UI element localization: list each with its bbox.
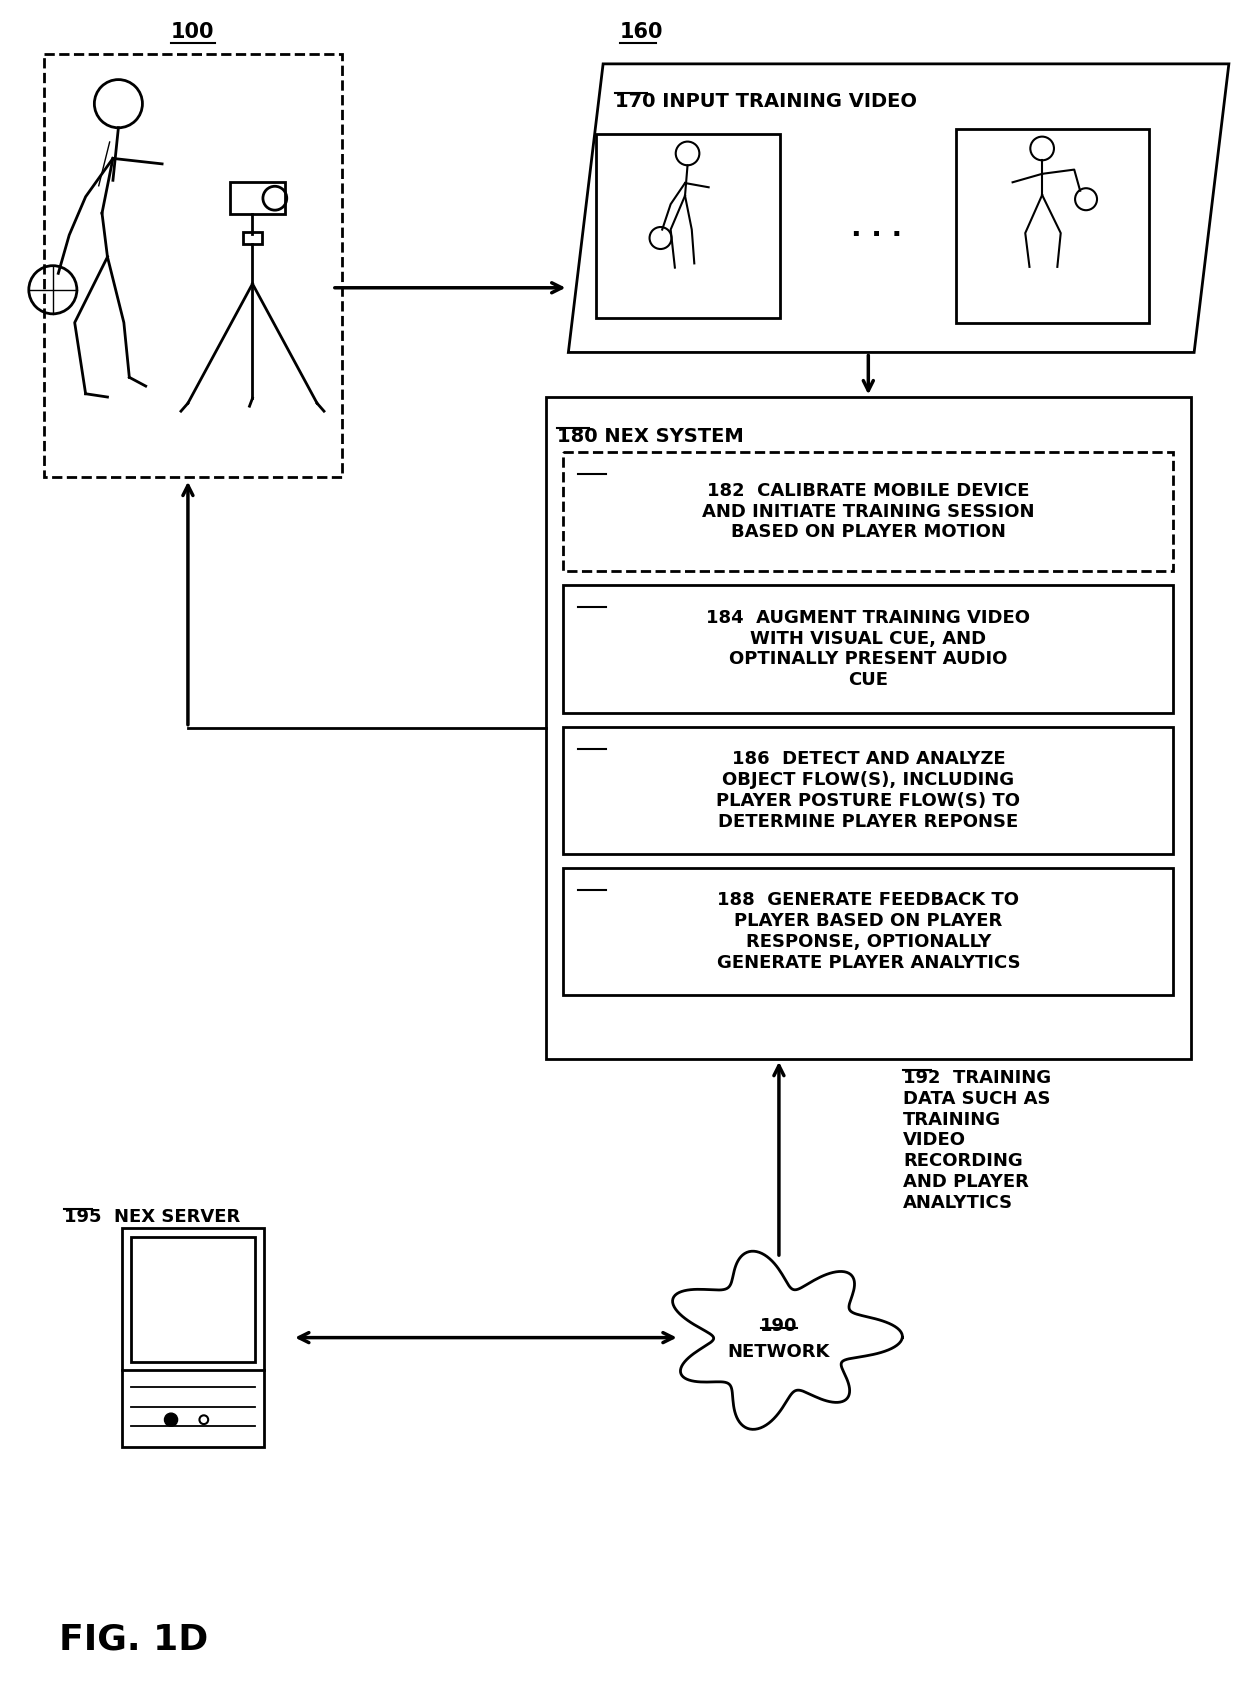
Polygon shape — [672, 1251, 903, 1430]
Bar — [563, 452, 1173, 571]
Bar — [122, 1229, 264, 1447]
Text: 184  AUGMENT TRAINING VIDEO
WITH VISUAL CUE, AND
OPTINALLY PRESENT AUDIO
CUE: 184 AUGMENT TRAINING VIDEO WITH VISUAL C… — [707, 608, 1030, 688]
Circle shape — [165, 1413, 177, 1426]
Text: 190: 190 — [760, 1317, 797, 1334]
Bar — [243, 232, 263, 244]
Text: 188  GENERATE FEEDBACK TO
PLAYER BASED ON PLAYER
RESPONSE, OPTIONALLY
GENERATE P: 188 GENERATE FEEDBACK TO PLAYER BASED ON… — [717, 891, 1021, 971]
Bar — [563, 584, 1173, 712]
Polygon shape — [568, 63, 1229, 353]
Text: . . .: . . . — [851, 215, 901, 242]
Text: FIG. 1D: FIG. 1D — [58, 1622, 208, 1656]
Bar — [596, 133, 780, 317]
Text: 195  NEX SERVER: 195 NEX SERVER — [63, 1208, 241, 1227]
Text: 186  DETECT AND ANALYZE
OBJECT FLOW(S), INCLUDING
PLAYER POSTURE FLOW(S) TO
DETE: 186 DETECT AND ANALYZE OBJECT FLOW(S), I… — [717, 750, 1021, 830]
Bar — [231, 182, 285, 215]
Text: 100: 100 — [171, 22, 215, 43]
Bar — [563, 867, 1173, 995]
Bar — [563, 726, 1173, 854]
Text: 182  CALIBRATE MOBILE DEVICE
AND INITIATE TRAINING SESSION
BASED ON PLAYER MOTIO: 182 CALIBRATE MOBILE DEVICE AND INITIATE… — [702, 482, 1034, 542]
Text: 170 INPUT TRAINING VIDEO: 170 INPUT TRAINING VIDEO — [615, 92, 918, 111]
Text: 180 NEX SYSTEM: 180 NEX SYSTEM — [558, 428, 744, 446]
Text: NETWORK: NETWORK — [728, 1343, 830, 1360]
Bar — [956, 128, 1149, 322]
Bar — [43, 55, 342, 477]
Bar — [130, 1237, 255, 1361]
Text: 160: 160 — [620, 22, 663, 43]
Text: 192  TRAINING
DATA SUCH AS
TRAINING
VIDEO
RECORDING
AND PLAYER
ANALYTICS: 192 TRAINING DATA SUCH AS TRAINING VIDEO… — [903, 1068, 1052, 1212]
Bar — [546, 397, 1192, 1058]
